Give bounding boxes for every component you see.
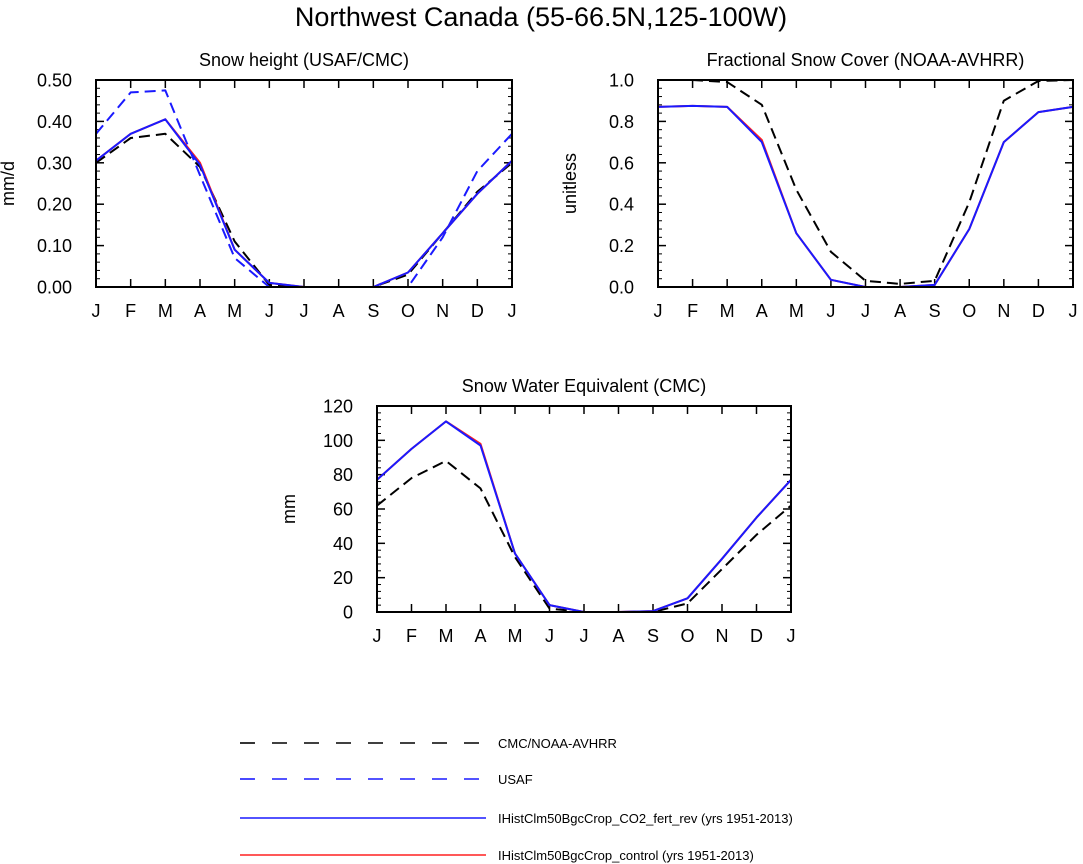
x-tick-label: O: [962, 301, 976, 321]
chart-panel-3: Snow Water Equivalent (CMC) mm 0 20 40 60 80 10…: [279, 376, 796, 646]
y-tick-label: 40: [333, 534, 353, 554]
y-tick-label: 60: [333, 500, 353, 520]
x-tick-label: N: [716, 626, 729, 646]
series-line: [657, 104, 1074, 288]
legend-label: USAF: [498, 772, 533, 787]
x-tick-label: F: [125, 301, 136, 321]
y-tick-label: 20: [333, 568, 353, 588]
series-line: [376, 420, 792, 613]
x-tick-label: M: [720, 301, 735, 321]
chart-panel-1: Snow height (USAF/CMC) mm/d 0.00 0.10 0.20 0.…: [0, 50, 517, 321]
series-line: [376, 459, 792, 613]
y-tick-label: 1.0: [609, 71, 634, 91]
x-tick-label: A: [612, 626, 624, 646]
x-tick-label: J: [300, 301, 309, 321]
x-tick-label: M: [158, 301, 173, 321]
x-tick-label: J: [861, 301, 870, 321]
series-line: [95, 118, 513, 288]
y-tick-label: 80: [333, 465, 353, 485]
series-line: [658, 79, 1074, 285]
x-tick-label: S: [647, 626, 659, 646]
y-tick-label: 0.2: [609, 236, 634, 256]
y-axis-label: mm/d: [0, 161, 18, 206]
plot-frame: [95, 79, 513, 288]
y-tick-label: 120: [323, 397, 353, 417]
chart-panel-2: Fractional Snow Cover (NOAA-AVHRR) unitle…: [560, 50, 1078, 321]
y-tick-label: 0.4: [609, 195, 634, 215]
panel-title: Snow Water Equivalent (CMC): [462, 376, 706, 396]
legend-label: IHistClm50BgcCrop_CO2_fert_rev (yrs 1951…: [498, 811, 793, 826]
x-tick-label: J: [545, 626, 554, 646]
x-tick-label: S: [367, 301, 379, 321]
y-tick-label: 0.6: [609, 153, 634, 173]
legend-entry: IHistClm50BgcCrop_control (yrs 1951-2013…: [240, 848, 754, 863]
legend-entry: IHistClm50BgcCrop_CO2_fert_rev (yrs 1951…: [240, 811, 793, 826]
x-tick-label: J: [508, 301, 517, 321]
legend-entry: CMC/NOAA-AVHRR: [240, 736, 617, 751]
x-tick-label: J: [580, 626, 589, 646]
x-tick-label: M: [508, 626, 523, 646]
y-tick-label: 0.40: [37, 112, 72, 132]
x-tick-label: O: [401, 301, 415, 321]
y-tick-label: 0.50: [37, 71, 72, 91]
series-line: [95, 132, 513, 288]
x-tick-label: M: [789, 301, 804, 321]
x-tick-label: A: [194, 301, 206, 321]
x-tick-label: D: [471, 301, 484, 321]
legend-label: IHistClm50BgcCrop_control (yrs 1951-2013…: [498, 848, 754, 863]
x-tick-label: M: [227, 301, 242, 321]
series-line: [376, 420, 792, 613]
y-tick-label: 100: [323, 431, 353, 451]
x-tick-label: A: [333, 301, 345, 321]
series-line: [95, 118, 513, 288]
x-tick-label: F: [687, 301, 698, 321]
x-tick-label: D: [750, 626, 763, 646]
y-tick-label: 0.20: [37, 195, 72, 215]
x-tick-label: F: [406, 626, 417, 646]
x-tick-label: N: [436, 301, 449, 321]
x-tick-label: J: [373, 626, 382, 646]
x-tick-label: A: [756, 301, 768, 321]
x-tick-label: D: [1032, 301, 1045, 321]
y-tick-label: 0.8: [609, 112, 634, 132]
y-tick-label: 0.30: [37, 153, 72, 173]
x-tick-label: J: [92, 301, 101, 321]
plot-frame: [657, 79, 1074, 288]
x-tick-label: J: [826, 301, 835, 321]
panel-title: Fractional Snow Cover (NOAA-AVHRR): [707, 50, 1025, 70]
plot-frame: [376, 405, 792, 613]
legend: CMC/NOAA-AVHRR USAF IHistClm50BgcCrop_CO2_…: [240, 736, 793, 863]
y-tick-label: 0.10: [37, 236, 72, 256]
x-tick-label: S: [929, 301, 941, 321]
panel-title: Snow height (USAF/CMC): [199, 50, 409, 70]
figure-title: Northwest Canada (55-66.5N,125-100W): [295, 2, 787, 32]
x-tick-label: J: [787, 626, 796, 646]
x-tick-label: A: [894, 301, 906, 321]
x-tick-label: M: [439, 626, 454, 646]
y-tick-label: 0: [343, 603, 353, 623]
series-line: [95, 89, 513, 288]
x-tick-label: J: [265, 301, 274, 321]
legend-label: CMC/NOAA-AVHRR: [498, 736, 617, 751]
y-tick-label: 0.0: [609, 278, 634, 298]
y-tick-label: 0.00: [37, 278, 72, 298]
y-axis-label: unitless: [560, 153, 580, 214]
x-tick-label: J: [654, 301, 663, 321]
x-tick-label: O: [680, 626, 694, 646]
legend-entry: USAF: [240, 772, 533, 787]
x-tick-label: N: [997, 301, 1010, 321]
chart-panels: Snow height (USAF/CMC)mm/d0.000.100.200.…: [0, 50, 1078, 646]
x-tick-label: J: [1069, 301, 1078, 321]
series-line: [657, 104, 1074, 288]
y-axis-label: mm: [279, 494, 299, 524]
x-tick-label: A: [474, 626, 486, 646]
